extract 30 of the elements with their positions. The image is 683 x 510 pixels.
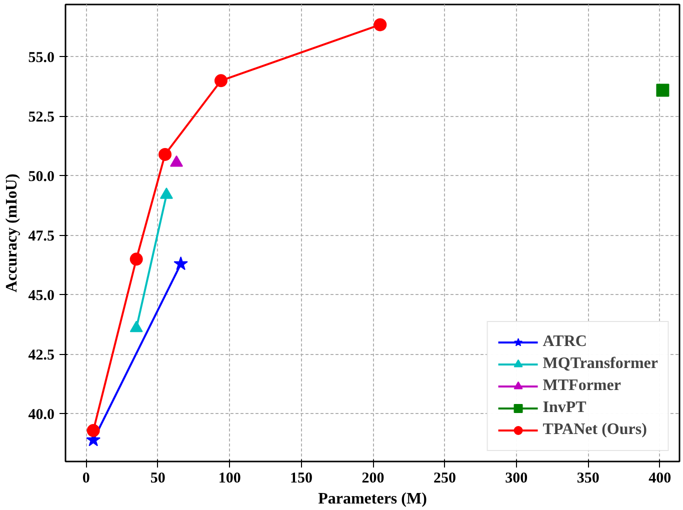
x-axis-title: Parameters (M) — [318, 490, 427, 508]
point — [86, 424, 100, 438]
point — [174, 256, 188, 270]
x-tick-label: 350 — [576, 470, 600, 486]
point — [130, 252, 143, 266]
legend-label: MTFormer — [542, 377, 621, 395]
y-tick-label: 40.0 — [28, 406, 54, 423]
x-tick-label: 150 — [290, 470, 313, 486]
legend-label: InvPT — [542, 399, 586, 417]
x-tick-label: 0 — [82, 470, 90, 486]
y-tick-label: 50.0 — [28, 168, 54, 185]
point — [656, 84, 670, 97]
legend-label: TPANet (Ours) — [542, 421, 647, 439]
y-axis-title: Accuracy (mIoU) — [3, 174, 20, 292]
x-tick-label: 200 — [362, 470, 384, 486]
y-tick-label: 52.5 — [28, 109, 54, 126]
x-tick-label: 300 — [505, 470, 528, 486]
legend-label: ATRC — [542, 333, 587, 351]
x-tick-label: 400 — [648, 470, 672, 486]
y-tick-label: 47.5 — [28, 228, 54, 244]
x-tick-label: 50 — [150, 470, 166, 486]
x-tick-label: 250 — [433, 470, 456, 486]
y-tick-label: 45.0 — [28, 288, 54, 304]
y-tick-label: 55.0 — [28, 50, 54, 66]
point — [214, 74, 228, 88]
point — [374, 18, 387, 32]
legend-label: MQTransformer — [542, 355, 658, 373]
point — [158, 148, 172, 161]
y-tick-label: 42.5 — [28, 347, 54, 364]
x-tick-label: 100 — [218, 470, 241, 486]
